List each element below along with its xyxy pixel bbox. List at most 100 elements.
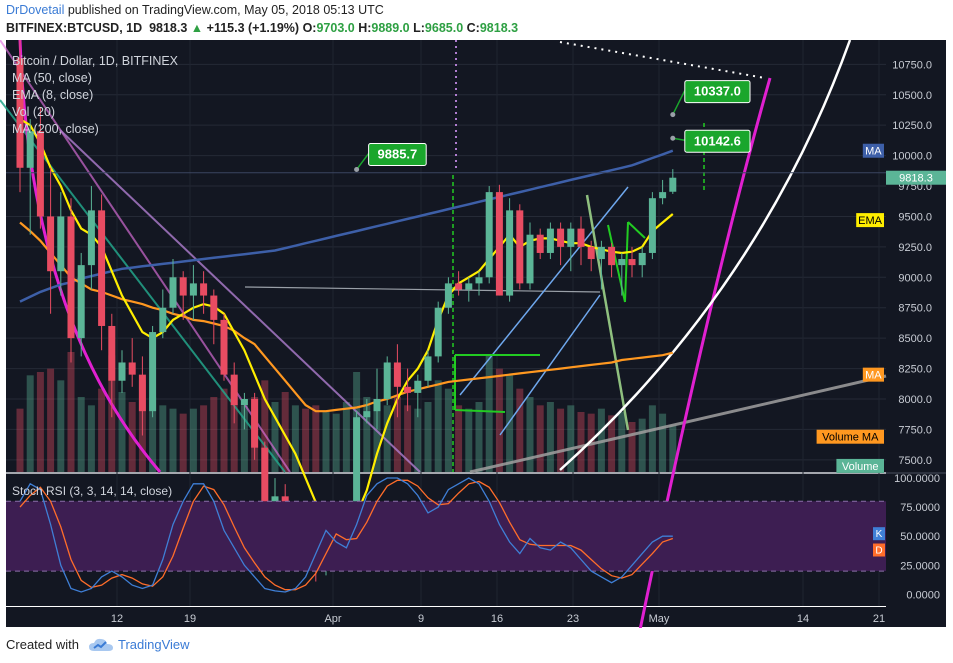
legend-title: Bitcoin / Dollar, 1D, BITFINEX [12,54,179,68]
candle-body[interactable] [26,131,34,168]
candle-body[interactable] [57,216,65,272]
candle-body[interactable] [414,380,422,393]
candle-body[interactable] [149,332,157,412]
candle-body[interactable] [557,228,565,247]
candle-body[interactable] [220,319,228,375]
candle-body[interactable] [608,246,616,266]
candle-body[interactable] [210,295,218,320]
candle-body[interactable] [230,374,238,406]
candle-body[interactable] [506,210,514,296]
trendline-violet[interactable] [59,129,421,473]
candle-body[interactable] [536,234,544,253]
volume-bar [159,405,167,472]
channel-lower[interactable] [499,294,601,436]
candle-body[interactable] [424,356,432,381]
price-callout[interactable] [684,80,751,104]
legend-ma50[interactable]: MA (50, close) [12,71,92,85]
arc-white[interactable] [559,40,852,471]
candle-body[interactable] [465,283,473,290]
candle-body[interactable] [251,398,259,448]
candle-body[interactable] [169,277,177,308]
legend-ema8[interactable]: EMA (8, close) [12,88,93,102]
legend-vol[interactable]: Vol (20) [12,105,55,119]
trendline-gray[interactable] [469,374,887,474]
zigzag-2[interactable] [624,221,629,303]
candle-body[interactable] [638,252,646,266]
candle-body[interactable] [618,259,626,266]
box-bottom[interactable] [454,409,506,413]
candle-body[interactable] [516,210,524,284]
time-axis[interactable] [6,607,886,627]
stoch-k-line[interactable] [19,477,673,593]
channel-upper[interactable] [459,186,629,396]
candle-body[interactable] [138,374,146,412]
stoch-d-line[interactable] [19,479,674,591]
ma200-line[interactable] [19,149,674,303]
candle-body[interactable] [159,307,167,333]
price-tick-label: 9000.0 [898,272,932,284]
volume-bar [36,372,44,472]
candle-body[interactable] [47,216,55,272]
volume-bar [404,405,412,472]
candle-body[interactable] [597,246,605,260]
candle-body[interactable] [587,246,595,260]
time-tick-label: 14 [797,613,809,625]
candle-body[interactable] [434,307,442,357]
arc-magenta-left[interactable] [18,40,162,473]
candle-body[interactable] [179,277,187,296]
price-callout[interactable] [684,129,751,153]
chart-area[interactable]: 7500.0 7750.0 8000.0 8250.0 8500.0 8750.0 9000… [0,40,953,628]
volume-bar [393,397,401,472]
candle-body[interactable] [67,216,75,339]
zigzag-3[interactable] [627,221,646,239]
candle-body[interactable] [363,411,371,418]
publish-line: DrDovetail published on TradingView.com,… [6,3,384,17]
candle-body[interactable] [567,228,575,247]
candle-body[interactable] [118,362,126,381]
high-label: H: [358,21,372,35]
candle-body[interactable] [77,265,85,339]
candle-body[interactable] [485,192,493,278]
candle-body[interactable] [16,58,24,168]
candle-body[interactable] [577,228,585,247]
tradingview-link[interactable]: TradingView [118,637,190,652]
candle-body[interactable] [200,283,208,296]
candle-body[interactable] [36,131,44,217]
candle-body[interactable] [353,417,361,533]
open-label: O: [302,21,317,35]
volume-bar [373,402,381,472]
volume-bar [669,425,677,472]
author-link[interactable]: DrDovetail [6,3,65,17]
candle-body[interactable] [373,398,381,412]
legend-ma200[interactable]: MA (200, close) [12,122,99,136]
candle-body[interactable] [383,362,391,399]
volume-bar [87,405,95,472]
price-callout[interactable] [368,143,427,167]
candle-body[interactable] [628,259,636,266]
candle-body[interactable] [87,210,95,266]
candle-body[interactable] [495,192,503,296]
ma50-line[interactable] [19,221,674,413]
candle-body[interactable] [648,198,656,253]
candle-body[interactable] [669,177,677,192]
candle-body[interactable] [455,283,463,290]
candle-body[interactable] [659,192,667,199]
candle-body[interactable] [393,362,401,387]
candle-body[interactable] [128,362,136,375]
candle-body[interactable] [404,386,412,393]
rsi-legend-title[interactable]: Stoch RSI (3, 3, 14, 14, close) [12,484,172,498]
volume-bar [322,412,330,472]
candle-body[interactable] [526,234,534,284]
price-axis[interactable] [886,40,946,627]
candle-body[interactable] [189,283,197,296]
candle-body[interactable] [444,283,452,308]
candle-body[interactable] [475,277,483,284]
tradingview-cloud-icon[interactable] [88,637,114,653]
horizontal-ray[interactable] [244,286,601,293]
candle-body[interactable] [108,325,116,381]
candle-body[interactable] [98,210,106,326]
candle-body[interactable] [546,228,554,253]
candle-body[interactable] [261,447,269,521]
projection-green[interactable] [585,194,630,431]
candle-body[interactable] [240,398,248,406]
